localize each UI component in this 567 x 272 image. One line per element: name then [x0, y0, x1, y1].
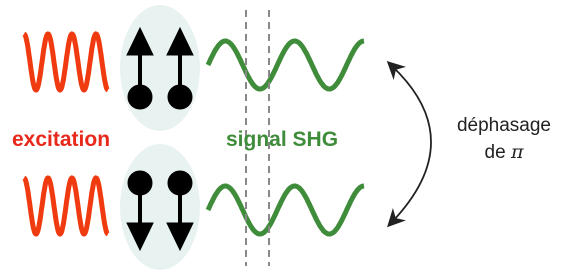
- phase-prefix: de: [485, 142, 506, 163]
- phase-symbol: π: [510, 141, 524, 163]
- phase-label: déphasage: [457, 115, 551, 136]
- dipole-region: [120, 144, 200, 270]
- excitation-wave: [24, 34, 108, 90]
- diagram: excitation signal SHG déphasage de π: [0, 0, 567, 272]
- shg-wave: [208, 41, 364, 89]
- excitation-wave: [24, 178, 108, 234]
- shg-wave: [208, 186, 364, 234]
- excitation-label: excitation: [12, 128, 110, 151]
- phase-arrow: [392, 66, 431, 222]
- phase-label: de π: [485, 141, 524, 163]
- signal-label: signal SHG: [226, 128, 338, 151]
- dipole-region: [120, 5, 200, 131]
